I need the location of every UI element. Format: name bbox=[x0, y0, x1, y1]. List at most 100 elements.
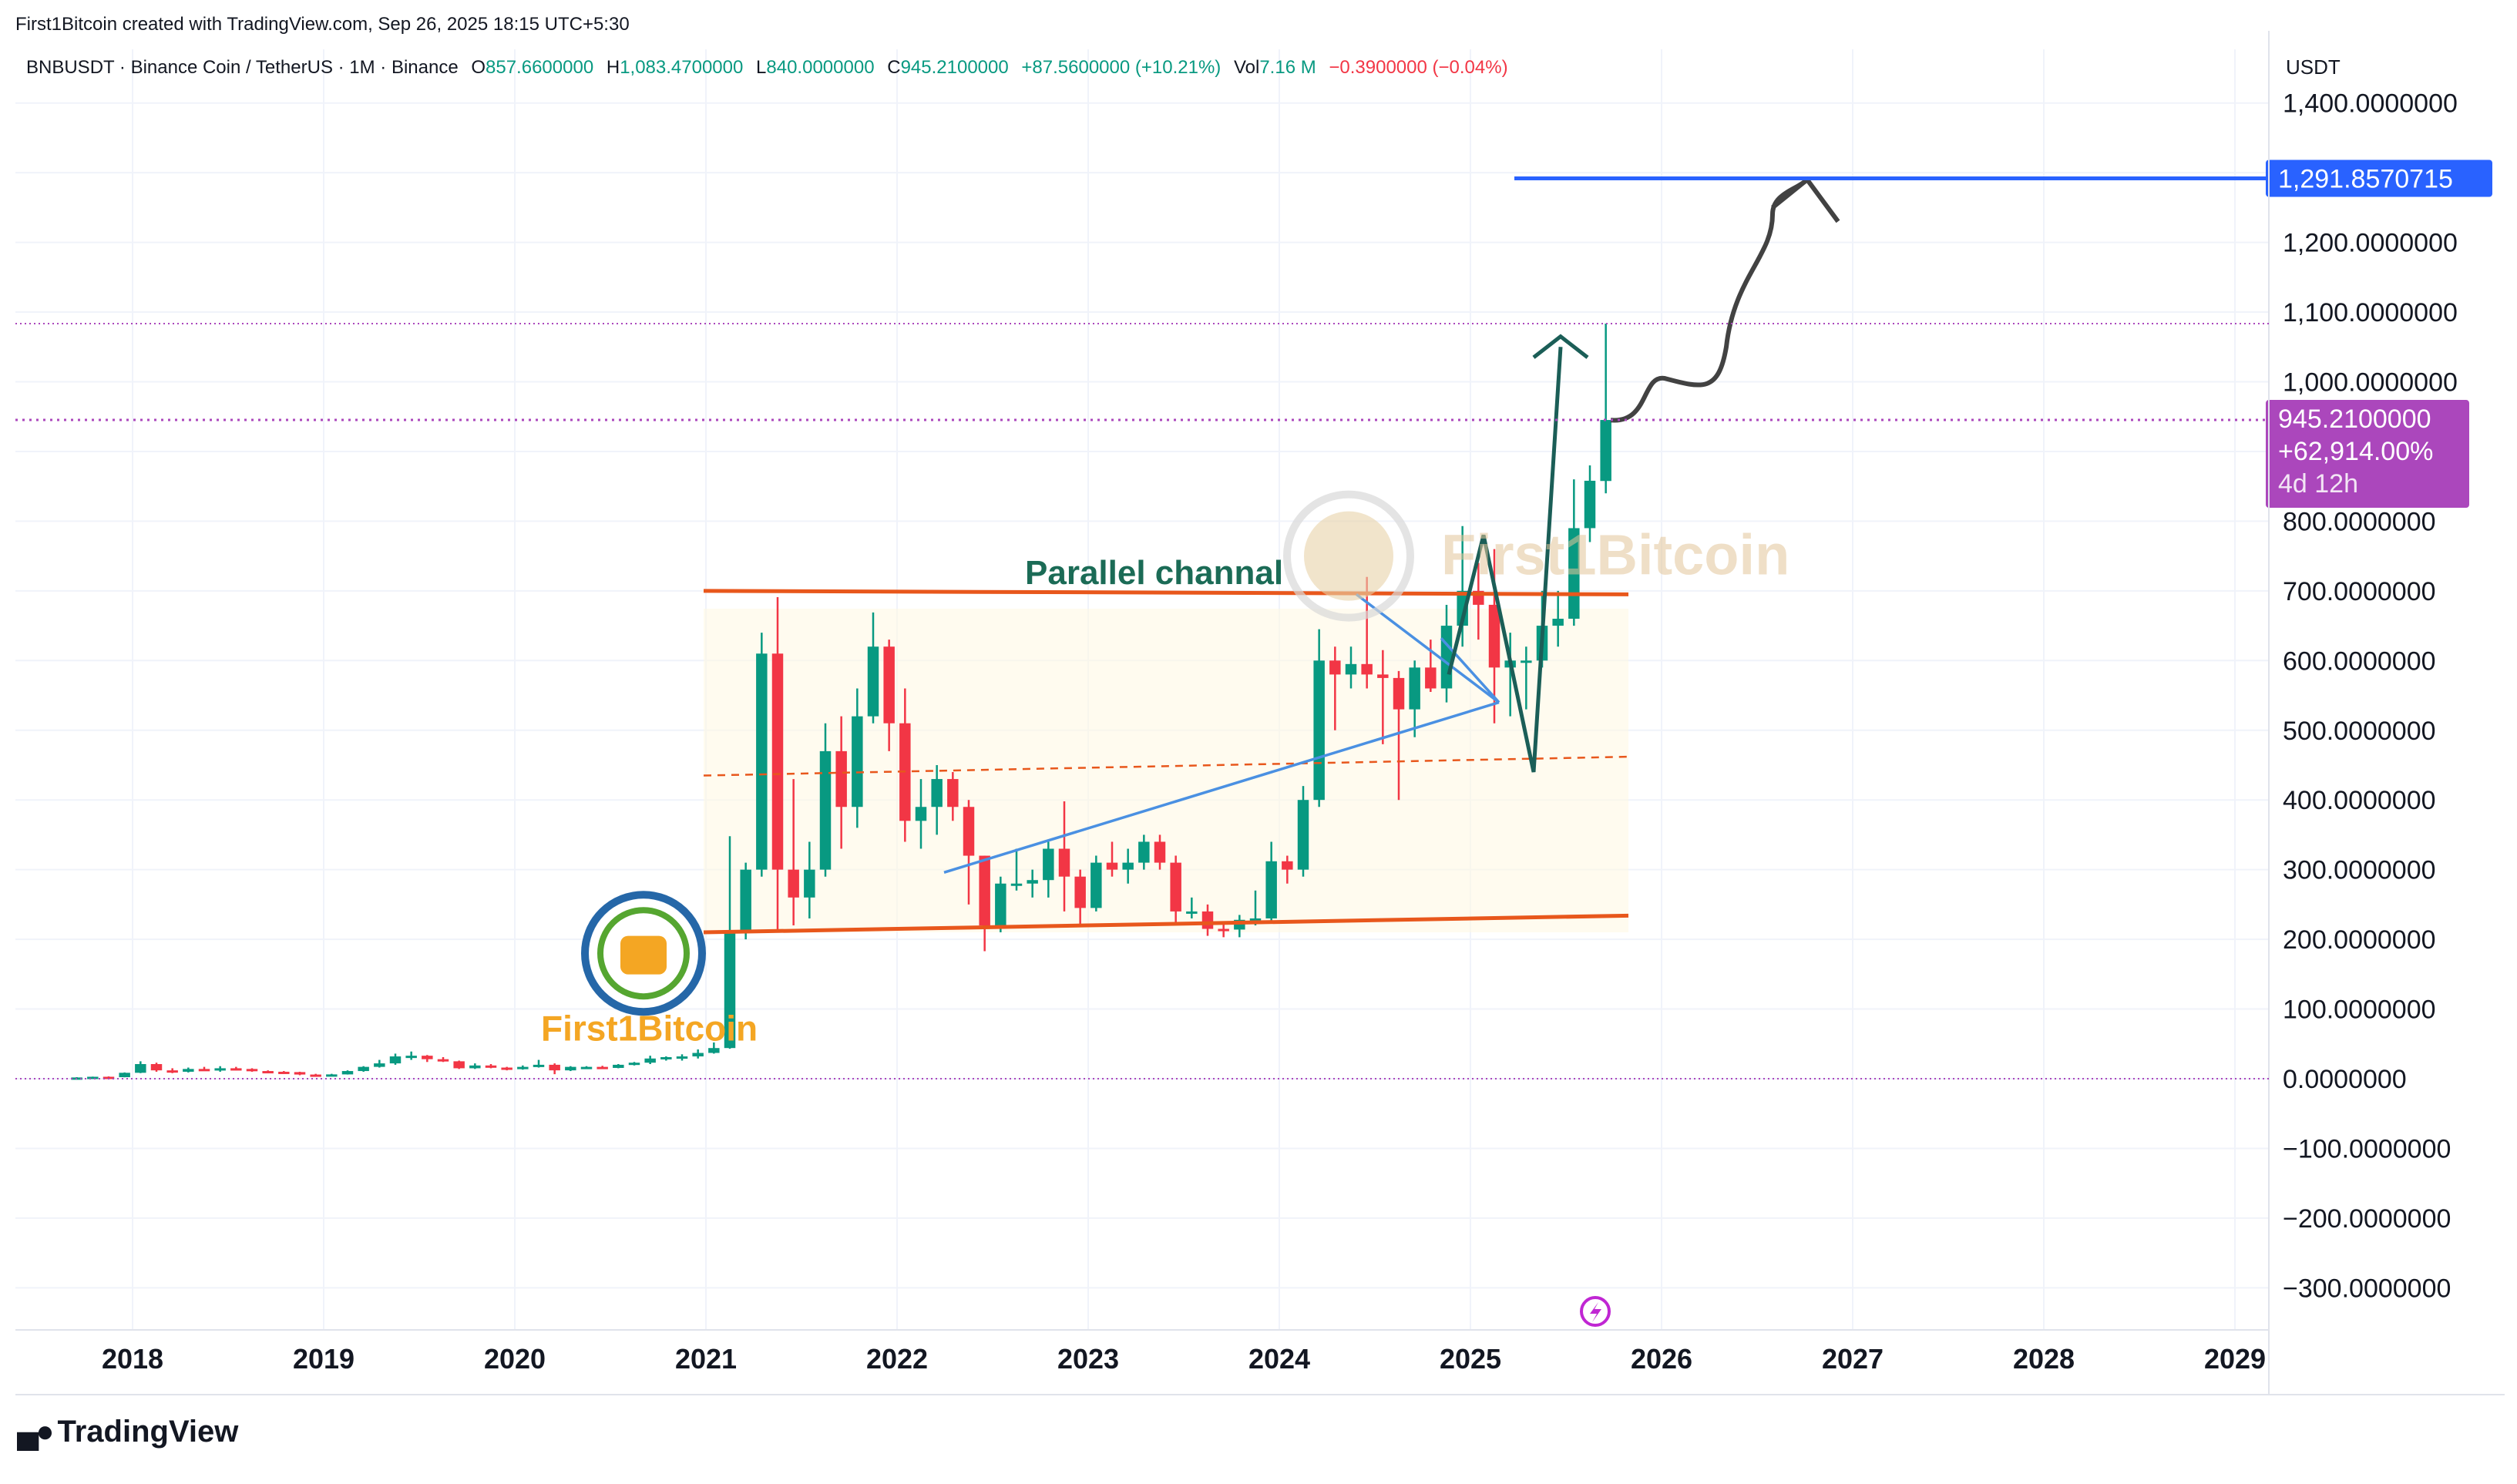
candle-body bbox=[1218, 928, 1229, 932]
price-label-countdown: 4d 12h bbox=[2278, 469, 2358, 499]
watermark-logo-inner-icon bbox=[1304, 511, 1393, 601]
projection-curve bbox=[1610, 177, 1810, 423]
candle-body bbox=[1282, 861, 1293, 870]
trend-line bbox=[943, 700, 1500, 874]
lightning-bolt-icon bbox=[1590, 1302, 1601, 1322]
price-axis-unit: USDT bbox=[2286, 55, 2341, 79]
y-tick-label: 400.0000000 bbox=[2283, 786, 2436, 815]
candle-body bbox=[150, 1064, 163, 1071]
candle-body bbox=[549, 1064, 560, 1071]
x-tick-label: 2023 bbox=[1057, 1343, 1119, 1375]
candle-body bbox=[469, 1065, 481, 1069]
candle-body bbox=[1329, 660, 1341, 675]
candle-body bbox=[1201, 911, 1214, 929]
y-tick-label: 1,200.0000000 bbox=[2283, 229, 2458, 258]
low-value: 840.0000000 bbox=[766, 57, 875, 78]
x-tick-label: 2029 bbox=[2204, 1343, 2266, 1375]
vol-value: 7.16 M bbox=[1259, 57, 1316, 78]
candle-body bbox=[198, 1069, 210, 1072]
candle-body bbox=[596, 1066, 608, 1069]
candle-body bbox=[1265, 861, 1277, 918]
candle-body bbox=[867, 646, 879, 717]
price-label-value: 945.2100000 bbox=[2278, 405, 2431, 434]
target-label-text: 1,291.8570715 bbox=[2278, 165, 2453, 194]
candle-body bbox=[87, 1076, 99, 1079]
candle-body bbox=[1440, 626, 1453, 689]
candle-body bbox=[771, 653, 784, 870]
projection-zigzag bbox=[1447, 347, 1563, 773]
tradingview-brand[interactable]: ▄● TradingView bbox=[17, 1415, 238, 1449]
candle-body bbox=[341, 1071, 354, 1075]
candle-body bbox=[660, 1056, 672, 1059]
candle-body bbox=[1138, 841, 1150, 863]
candle-body bbox=[1297, 800, 1309, 870]
vol-change-value: −0.3900000 (−0.04%) bbox=[1329, 57, 1508, 78]
candle-body bbox=[1122, 862, 1134, 870]
open-label: O bbox=[471, 57, 486, 78]
tradingview-logo-icon: ▄● bbox=[17, 1415, 54, 1449]
logo-badge-text: First1Bitcoin bbox=[541, 1008, 758, 1048]
candle-body bbox=[405, 1056, 417, 1059]
price-label-percent: +62,914.00% bbox=[2278, 437, 2433, 466]
candle-body bbox=[453, 1061, 465, 1069]
y-tick-label: −300.0000000 bbox=[2283, 1274, 2451, 1303]
candle-body bbox=[883, 646, 895, 724]
candle-body bbox=[835, 750, 847, 807]
candle-body bbox=[102, 1076, 115, 1079]
x-tick-label: 2027 bbox=[1822, 1343, 1884, 1375]
y-tick-label: 100.0000000 bbox=[2283, 995, 2436, 1025]
candle-body bbox=[1074, 876, 1086, 908]
candle-body bbox=[1058, 848, 1070, 877]
candle-body bbox=[995, 883, 1006, 926]
candle-body bbox=[119, 1073, 130, 1078]
candle-body bbox=[294, 1072, 306, 1075]
candle-body bbox=[947, 779, 959, 807]
x-tick-label: 2021 bbox=[675, 1343, 737, 1375]
candle-body bbox=[613, 1064, 624, 1068]
target-label-box bbox=[2266, 159, 2492, 197]
y-tick-label: −200.0000000 bbox=[2283, 1204, 2451, 1234]
candle-body bbox=[1043, 848, 1054, 881]
candle-body bbox=[852, 716, 863, 807]
y-tick-label: 1,100.0000000 bbox=[2283, 298, 2458, 327]
x-tick-label: 2026 bbox=[1631, 1343, 1692, 1375]
overlay-drawings: Parallel channal First1Bitcoin First1Bitco… bbox=[541, 159, 2492, 1327]
channel-bottom-line bbox=[703, 913, 1629, 935]
price-label-box bbox=[2266, 400, 2469, 509]
candle-body bbox=[1106, 862, 1118, 870]
x-tick-label: 2025 bbox=[1440, 1343, 1501, 1375]
y-tick-label: 300.0000000 bbox=[2283, 856, 2436, 885]
y-tick-label: −100.0000000 bbox=[2283, 1134, 2451, 1163]
candle-body bbox=[788, 869, 799, 898]
candle-body bbox=[915, 807, 927, 821]
candle-body bbox=[422, 1056, 433, 1059]
y-tick-label: 700.0000000 bbox=[2283, 577, 2436, 606]
candle-body bbox=[1170, 862, 1181, 912]
symbol-legend: BNBUSDT · Binance Coin / TetherUS · 1M ·… bbox=[26, 57, 1508, 79]
candle-body bbox=[1249, 918, 1262, 921]
candle-body bbox=[819, 750, 832, 870]
candle-body bbox=[1010, 883, 1023, 886]
candle-body bbox=[246, 1069, 258, 1072]
lightning-icon bbox=[1580, 1296, 1611, 1327]
candle-body bbox=[1090, 862, 1102, 908]
y-tick-label: 200.0000000 bbox=[2283, 925, 2436, 955]
channel-annotation: Parallel channal bbox=[1025, 554, 1283, 592]
change-value: +87.5600000 (+10.21%) bbox=[1021, 57, 1222, 78]
candle-body bbox=[1345, 663, 1357, 675]
triangle-lines bbox=[1355, 593, 1500, 703]
candle-body bbox=[1361, 663, 1373, 675]
candle-body bbox=[166, 1070, 178, 1073]
candle-body bbox=[1393, 677, 1405, 710]
candle-body bbox=[278, 1071, 290, 1074]
candle-body bbox=[692, 1053, 704, 1057]
candle-body bbox=[326, 1074, 338, 1077]
y-tick-label: 1,000.0000000 bbox=[2283, 368, 2458, 398]
candle-body bbox=[1377, 674, 1389, 678]
projection-curve-arrow bbox=[1771, 176, 1840, 223]
x-tick-label: 2019 bbox=[293, 1343, 355, 1375]
candle-body bbox=[1600, 420, 1611, 482]
watermark-text: First1Bitcoin bbox=[1441, 523, 1789, 587]
candle-body bbox=[262, 1071, 274, 1074]
